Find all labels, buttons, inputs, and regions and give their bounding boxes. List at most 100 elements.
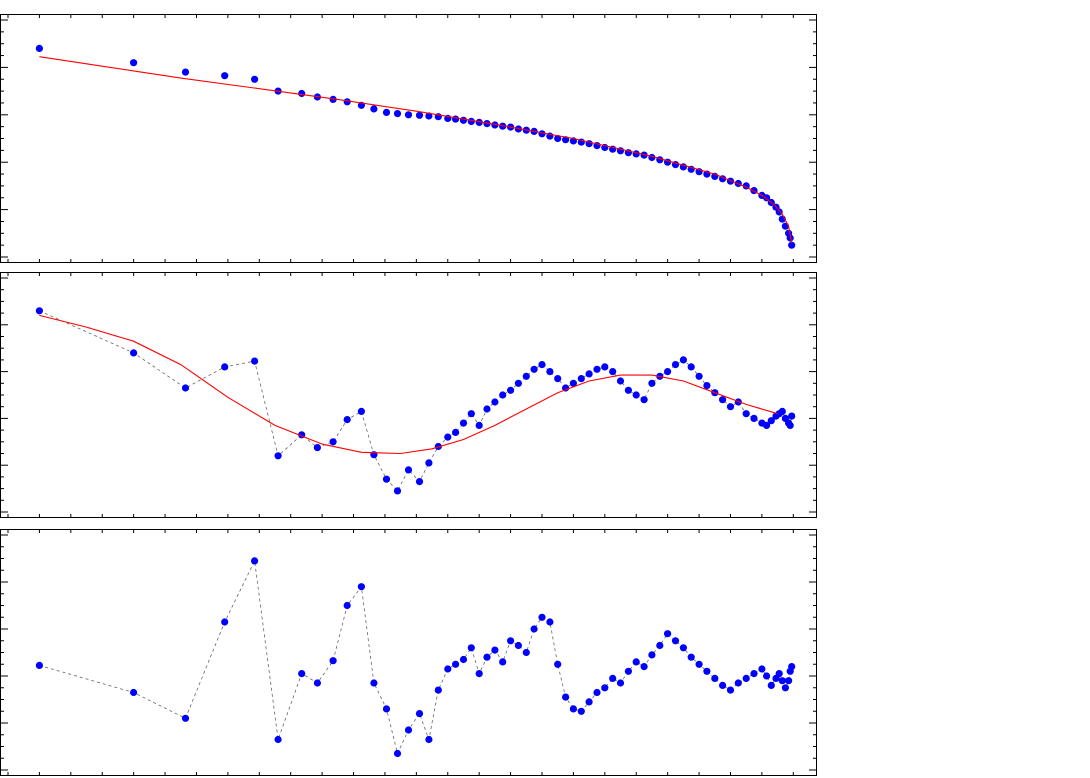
data-point <box>703 382 711 390</box>
data-point <box>616 377 625 385</box>
data-point <box>788 412 796 420</box>
data-point <box>459 116 468 124</box>
data-point <box>274 452 282 460</box>
data-point <box>404 726 413 734</box>
data-point <box>695 372 703 380</box>
data-point <box>750 414 758 422</box>
data-point <box>313 444 321 452</box>
data-point <box>562 693 570 701</box>
data-point <box>514 641 523 650</box>
data-point <box>491 121 499 129</box>
data-point <box>491 398 499 406</box>
data-point <box>393 110 402 118</box>
data-point <box>491 646 499 654</box>
data-point <box>562 384 570 392</box>
data-point <box>459 419 468 427</box>
data-point <box>609 674 617 683</box>
data-point <box>382 705 391 713</box>
data-point <box>507 386 515 394</box>
data-point <box>624 667 633 675</box>
data-point <box>763 421 771 429</box>
data-point <box>329 657 337 665</box>
data-point <box>786 234 794 242</box>
data-point <box>452 660 460 668</box>
data-point <box>585 370 593 378</box>
data-point <box>671 637 680 645</box>
data-point <box>734 679 742 687</box>
data-point <box>181 714 190 722</box>
data-point <box>640 663 648 671</box>
data-point <box>703 667 711 675</box>
data-point <box>616 679 625 687</box>
data-point <box>251 557 259 565</box>
data-point <box>711 674 719 683</box>
data-point <box>648 651 656 659</box>
data-point <box>507 637 515 645</box>
data-point <box>35 44 44 53</box>
data-point <box>609 368 617 376</box>
data-point <box>679 644 688 652</box>
data-points-1 <box>35 44 796 249</box>
data-point <box>664 630 672 638</box>
data-point <box>546 618 554 626</box>
data-point <box>719 681 727 690</box>
data-point <box>763 672 771 680</box>
data-point <box>569 379 578 387</box>
data-point <box>35 661 44 670</box>
data-point <box>404 466 413 474</box>
data-point <box>452 115 460 123</box>
data-point <box>35 307 44 315</box>
data-point <box>775 208 783 216</box>
data-point <box>393 749 402 758</box>
data-point <box>452 428 460 436</box>
data-point <box>370 679 378 687</box>
data-point <box>726 403 735 411</box>
data-point <box>671 361 680 369</box>
data-point <box>726 686 735 694</box>
data-point <box>483 405 491 413</box>
data-point <box>679 356 688 364</box>
data-point <box>687 363 695 371</box>
data-point <box>554 375 562 383</box>
data-point <box>343 98 351 106</box>
fit-curve <box>39 314 778 455</box>
data-point <box>415 111 424 119</box>
data-point <box>499 658 507 666</box>
data-point <box>538 613 546 621</box>
data-point <box>624 386 633 394</box>
data-point <box>393 487 402 495</box>
data-point <box>370 105 378 113</box>
plot-frame <box>0 14 817 263</box>
panel-1 <box>0 14 817 263</box>
data-point <box>767 417 775 425</box>
data-point <box>467 117 475 125</box>
data-point <box>251 75 259 83</box>
data-point <box>522 648 530 657</box>
data-point <box>382 108 391 116</box>
data-point <box>475 421 483 429</box>
data-point <box>459 655 468 664</box>
fit-curve <box>39 56 793 243</box>
data-points-3 <box>35 557 796 758</box>
data-point <box>483 120 491 128</box>
data-point <box>514 379 523 387</box>
data-point <box>130 688 138 697</box>
data-point <box>522 372 530 380</box>
data-point <box>632 658 640 666</box>
data-point <box>786 421 794 429</box>
data-point <box>585 698 593 706</box>
data-point <box>298 670 306 678</box>
data-point <box>298 89 306 98</box>
data-point <box>742 410 750 418</box>
data-point <box>357 407 365 415</box>
data-point <box>425 112 433 120</box>
data-point <box>569 705 578 713</box>
data-point <box>788 241 796 249</box>
plot-frame <box>0 529 817 776</box>
data-point <box>425 459 433 467</box>
data-point <box>719 396 727 404</box>
data-point <box>434 686 442 694</box>
data-point <box>640 396 648 404</box>
panel-3 <box>0 529 817 776</box>
data-point <box>785 677 793 685</box>
